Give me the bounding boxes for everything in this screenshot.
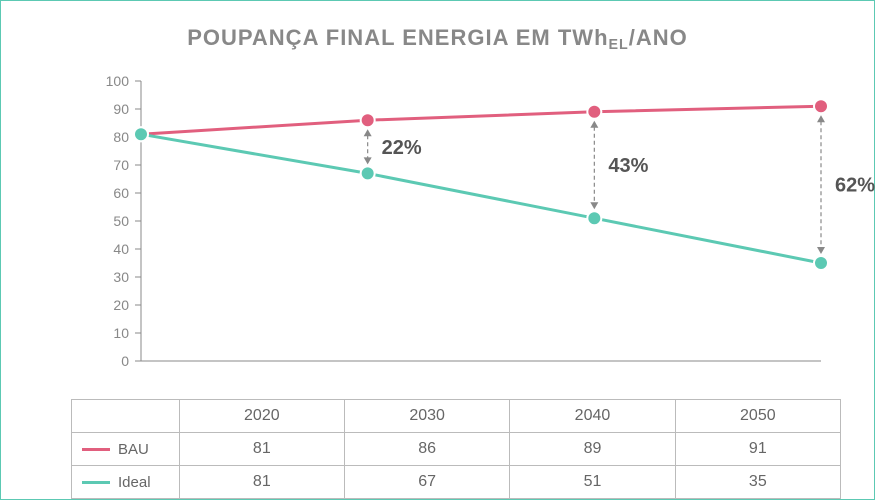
table-row: Ideal 81675135 — [72, 466, 841, 499]
legend-swatch — [82, 448, 110, 451]
chart-svg: 010203040506070809010022%43%62% — [121, 81, 841, 391]
title-text-post: /ANO — [629, 25, 688, 50]
table-cell: 89 — [510, 433, 675, 466]
chart-area: 010203040506070809010022%43%62% — [121, 81, 841, 391]
gap-arrow-down — [590, 202, 598, 209]
ideal-series-point — [587, 211, 601, 225]
table-cell: 67 — [344, 466, 509, 499]
y-tick-label: 80 — [113, 129, 129, 145]
y-tick-label: 10 — [113, 325, 129, 341]
bau-series-line — [141, 106, 821, 134]
table-header-cell: 2030 — [344, 400, 509, 433]
data-table-wrap: 2020203020402050 BAU 81868991 Ideal 81675135 — [71, 399, 841, 499]
gap-arrow-down — [817, 247, 825, 254]
y-tick-label: 70 — [113, 157, 129, 173]
ideal-series-point — [134, 127, 148, 141]
gap-label: 62% — [835, 175, 875, 197]
legend-label: Ideal — [118, 474, 151, 491]
y-tick-label: 60 — [113, 185, 129, 201]
bau-series-point — [814, 99, 828, 113]
y-tick-label: 50 — [113, 213, 129, 229]
table-cell: 81 — [179, 433, 344, 466]
gap-label: 22% — [382, 137, 422, 159]
y-tick-label: 20 — [113, 297, 129, 313]
ideal-series-point — [361, 166, 375, 180]
table-header-cell: 2050 — [675, 400, 840, 433]
y-tick-label: 0 — [121, 353, 129, 369]
gap-label: 43% — [608, 155, 648, 177]
legend-swatch — [82, 481, 110, 484]
legend-label: BAU — [118, 441, 149, 458]
table-cell: 86 — [344, 433, 509, 466]
chart-frame: { "title": { "pre": "POUPANÇA FINAL ENER… — [0, 0, 875, 500]
table-row: BAU 81868991 — [72, 433, 841, 466]
y-tick-label: 40 — [113, 241, 129, 257]
table-cell: 81 — [179, 466, 344, 499]
table-cell: 91 — [675, 433, 840, 466]
bau-series-point — [361, 113, 375, 127]
data-table: 2020203020402050 BAU 81868991 Ideal 81675135 — [71, 399, 841, 499]
y-tick-label: 100 — [106, 73, 130, 89]
bau-series-point — [587, 105, 601, 119]
gap-arrow-up — [364, 129, 372, 136]
title-subscript: EL — [609, 37, 629, 53]
legend-cell: Ideal — [72, 466, 180, 499]
gap-arrow-down — [364, 157, 372, 164]
table-cell: 51 — [510, 466, 675, 499]
gap-arrow-up — [590, 121, 598, 128]
table-header-cell: 2020 — [179, 400, 344, 433]
y-tick-label: 30 — [113, 269, 129, 285]
table-header-cell: 2040 — [510, 400, 675, 433]
y-tick-label: 90 — [113, 101, 129, 117]
ideal-series-line — [141, 134, 821, 263]
table-header-row: 2020203020402050 — [72, 400, 841, 433]
ideal-series-point — [814, 256, 828, 270]
title-text-pre: POUPANÇA FINAL ENERGIA EM TWh — [187, 25, 608, 50]
gap-arrow-up — [817, 115, 825, 122]
legend-cell: BAU — [72, 433, 180, 466]
table-cell: 35 — [675, 466, 840, 499]
chart-title: POUPANÇA FINAL ENERGIA EM TWhEL/ANO — [1, 25, 874, 51]
table-header-blank — [72, 400, 180, 433]
